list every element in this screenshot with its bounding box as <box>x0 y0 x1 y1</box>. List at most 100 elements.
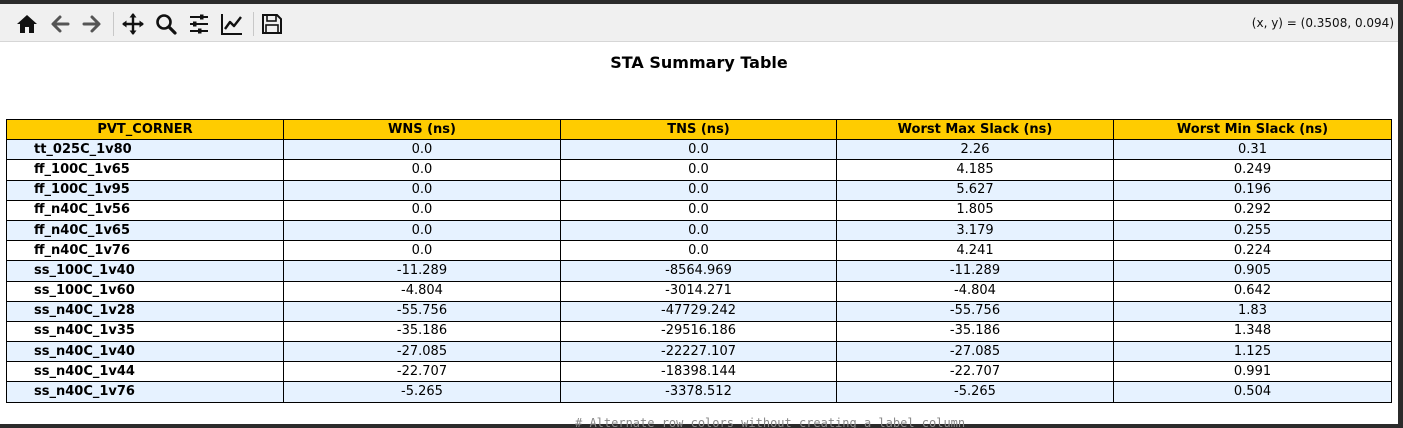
table-row: ff_100C_1v95 0.0 0.0 5.627 0.196 <box>6 179 1392 201</box>
value-cell: -47729.242 <box>560 300 837 322</box>
pvt-corner-cell: ss_n40C_1v76 <box>6 381 284 403</box>
value-cell: -4.804 <box>283 280 561 302</box>
value-cell: 0.0 <box>560 199 837 221</box>
value-cell: -35.186 <box>283 320 561 343</box>
pvt-corner-cell: ss_n40C_1v40 <box>6 341 284 363</box>
pvt-corner-cell: tt_025C_1v80 <box>6 139 284 161</box>
value-cell: -5.265 <box>836 381 1114 403</box>
table-row: ss_100C_1v40 -11.289 -8564.969 -11.289 0.905 <box>6 260 1392 282</box>
background-editor-text: # Alternate row colors without creating … <box>575 416 966 428</box>
table-row: ss_n40C_1v35 -35.186 -29516.186 -35.186 1.34… <box>6 320 1392 343</box>
value-cell: 0.224 <box>1113 240 1392 262</box>
forward-icon[interactable] <box>77 10 107 38</box>
value-cell: -27.085 <box>836 341 1114 363</box>
value-cell: -11.289 <box>836 260 1114 282</box>
value-cell: 0.0 <box>560 240 837 262</box>
value-cell: 1.125 <box>1113 341 1392 363</box>
table-row: ss_n40C_1v44 -22.707 -18398.144 -22.707 0.99… <box>6 361 1392 383</box>
pvt-corner-cell: ff_n40C_1v76 <box>6 240 284 262</box>
toolbar-separator <box>113 12 114 36</box>
figure-canvas: STA Summary Table PVT_CORNER WNS (ns) TNS … <box>0 43 1398 424</box>
table-row: ff_n40C_1v56 0.0 0.0 1.805 0.292 <box>6 199 1392 221</box>
pvt-corner-cell: ff_100C_1v95 <box>6 179 284 201</box>
configure-subplots-icon[interactable] <box>184 10 214 38</box>
home-icon[interactable] <box>12 10 42 38</box>
value-cell: -29516.186 <box>560 320 837 343</box>
value-cell: 0.31 <box>1113 139 1392 161</box>
value-cell: -8564.969 <box>560 260 837 282</box>
value-cell: 0.642 <box>1113 280 1392 302</box>
value-cell: -55.756 <box>283 300 561 322</box>
value-cell: 0.991 <box>1113 361 1392 383</box>
table-row: tt_025C_1v80 0.0 0.0 2.26 0.31 <box>6 139 1392 161</box>
value-cell: 0.0 <box>560 159 837 181</box>
value-cell: -3014.271 <box>560 280 837 302</box>
table-row: ff_100C_1v65 0.0 0.0 4.185 0.249 <box>6 159 1392 181</box>
value-cell: 2.26 <box>836 139 1114 161</box>
value-cell: 0.905 <box>1113 260 1392 282</box>
value-cell: -35.186 <box>836 320 1114 343</box>
pvt-corner-cell: ss_100C_1v60 <box>6 280 284 302</box>
value-cell: 0.292 <box>1113 199 1392 221</box>
value-cell: 1.805 <box>836 199 1114 221</box>
edit-axis-icon[interactable] <box>217 10 247 38</box>
value-cell: -3378.512 <box>560 381 837 403</box>
value-cell: 0.0 <box>283 139 561 161</box>
pvt-corner-cell: ff_n40C_1v56 <box>6 199 284 221</box>
value-cell: 5.627 <box>836 179 1114 201</box>
value-cell: 1.83 <box>1113 300 1392 322</box>
table-row: ss_n40C_1v40 -27.085 -22227.107 -27.085 1.12… <box>6 341 1392 363</box>
value-cell: 4.185 <box>836 159 1114 181</box>
column-header: PVT_CORNER <box>6 118 284 141</box>
value-cell: -55.756 <box>836 300 1114 322</box>
value-cell: -22.707 <box>283 361 561 383</box>
value-cell: 0.0 <box>560 139 837 161</box>
pvt-corner-cell: ss_n40C_1v35 <box>6 320 284 343</box>
value-cell: 0.0 <box>283 240 561 262</box>
column-header: WNS (ns) <box>283 118 561 141</box>
zoom-icon[interactable] <box>151 10 181 38</box>
cursor-coordinates: (x, y) = (0.3508, 0.094) <box>1251 16 1394 30</box>
value-cell: 0.0 <box>283 179 561 201</box>
pvt-corner-cell: ff_100C_1v65 <box>6 159 284 181</box>
sta-summary-table: PVT_CORNER WNS (ns) TNS (ns) Worst Max Slac… <box>6 118 1392 403</box>
column-header: Worst Min Slack (ns) <box>1113 118 1392 141</box>
table-row: ss_n40C_1v28 -55.756 -47729.242 -55.756 1.83 <box>6 300 1392 322</box>
value-cell: 0.504 <box>1113 381 1392 403</box>
column-header: TNS (ns) <box>560 118 837 141</box>
value-cell: 0.0 <box>283 199 561 221</box>
navigation-toolbar: (x, y) = (0.3508, 0.094) <box>0 4 1398 42</box>
value-cell: 3.179 <box>836 219 1114 242</box>
table-body: tt_025C_1v80 0.0 0.0 2.26 0.31 ff_100C_1v65 0.… <box>6 139 1392 403</box>
value-cell: -18398.144 <box>560 361 837 383</box>
value-cell: -22.707 <box>836 361 1114 383</box>
table-row: ss_n40C_1v76 -5.265 -3378.512 -5.265 0.504 <box>6 381 1392 403</box>
value-cell: -4.804 <box>836 280 1114 302</box>
table-row: ff_n40C_1v65 0.0 0.0 3.179 0.255 <box>6 219 1392 242</box>
figure-window: (x, y) = (0.3508, 0.094) STA Summary Tab… <box>0 4 1398 424</box>
pvt-corner-cell: ss_n40C_1v28 <box>6 300 284 322</box>
value-cell: 0.0 <box>283 159 561 181</box>
value-cell: -11.289 <box>283 260 561 282</box>
pan-icon[interactable] <box>118 10 148 38</box>
pvt-corner-cell: ss_100C_1v40 <box>6 260 284 282</box>
table-row: ss_100C_1v60 -4.804 -3014.271 -4.804 0.642 <box>6 280 1392 302</box>
value-cell: 0.0 <box>283 219 561 242</box>
value-cell: 1.348 <box>1113 320 1392 343</box>
column-header: Worst Max Slack (ns) <box>836 118 1114 141</box>
save-icon[interactable] <box>257 10 287 38</box>
value-cell: -22227.107 <box>560 341 837 363</box>
value-cell: 4.241 <box>836 240 1114 262</box>
value-cell: 0.196 <box>1113 179 1392 201</box>
table-title: STA Summary Table <box>610 53 788 72</box>
pvt-corner-cell: ff_n40C_1v65 <box>6 219 284 242</box>
back-icon[interactable] <box>45 10 75 38</box>
value-cell: -5.265 <box>283 381 561 403</box>
pvt-corner-cell: ss_n40C_1v44 <box>6 361 284 383</box>
value-cell: 0.255 <box>1113 219 1392 242</box>
value-cell: 0.0 <box>560 179 837 201</box>
table-row: ff_n40C_1v76 0.0 0.0 4.241 0.224 <box>6 240 1392 262</box>
value-cell: 0.0 <box>560 219 837 242</box>
value-cell: -27.085 <box>283 341 561 363</box>
table-header-row: PVT_CORNER WNS (ns) TNS (ns) Worst Max Slac… <box>6 118 1392 141</box>
